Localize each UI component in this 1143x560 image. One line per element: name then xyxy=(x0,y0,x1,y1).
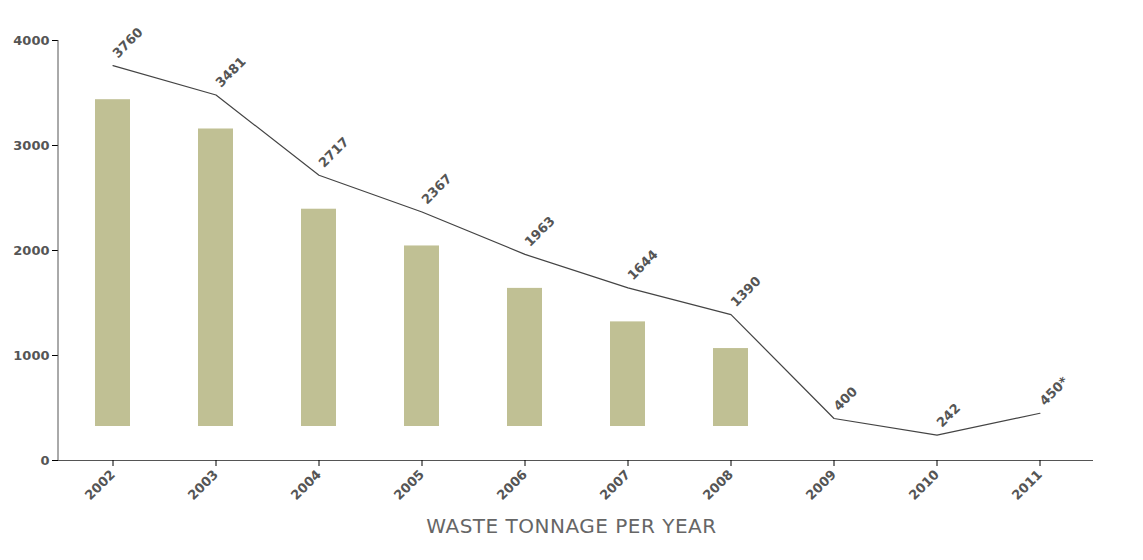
svg-text:2008: 2008 xyxy=(700,467,736,503)
html-text:WASTE TONNAGE PER YEAR: WASTE TONNAGE PER YEAR xyxy=(426,514,717,538)
svg-text:2000: 2000 xyxy=(13,243,49,258)
svg-text:3760: 3760 xyxy=(109,25,145,61)
svg-text:242: 242 xyxy=(933,400,963,430)
svg-text:2009: 2009 xyxy=(803,467,839,503)
svg-text:2003: 2003 xyxy=(185,467,221,503)
svg-text:3481: 3481 xyxy=(212,54,248,90)
svg-text:400: 400 xyxy=(830,384,860,414)
svg-text:2011: 2011 xyxy=(1009,467,1045,503)
svg-text:0: 0 xyxy=(40,453,49,468)
svg-text:4000: 4000 xyxy=(13,33,49,48)
svg-text:2717: 2717 xyxy=(315,134,351,170)
svg-text:2006: 2006 xyxy=(494,467,530,503)
svg-text:2007: 2007 xyxy=(597,467,633,503)
svg-text:1644: 1644 xyxy=(624,247,660,283)
svg-text:2367: 2367 xyxy=(418,171,454,207)
svg-text:2005: 2005 xyxy=(391,467,427,503)
svg-text:1390: 1390 xyxy=(727,273,763,309)
svg-text:3000: 3000 xyxy=(13,138,49,153)
svg-text:2004: 2004 xyxy=(288,467,324,503)
svg-text:2002: 2002 xyxy=(82,467,118,503)
svg-text:450*: 450* xyxy=(1036,374,1071,409)
svg-text:1000: 1000 xyxy=(13,348,49,363)
svg-text:1963: 1963 xyxy=(521,213,557,249)
svg-text:2010: 2010 xyxy=(906,467,942,503)
